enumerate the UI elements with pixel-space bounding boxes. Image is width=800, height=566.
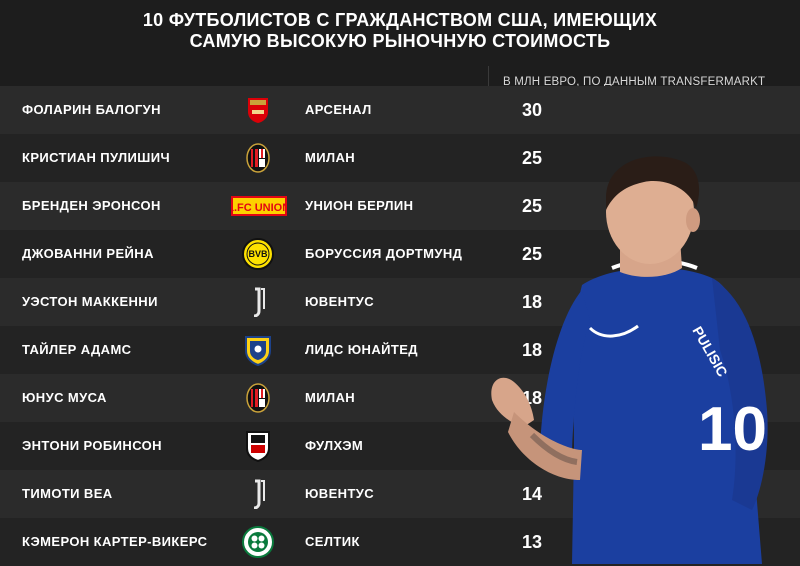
dortmund-crest-icon: BVB bbox=[241, 238, 275, 270]
table-row: ФОЛАРИН БАЛОГУН АРСЕНАЛ 30 bbox=[0, 86, 800, 134]
player-name: ЭНТОНИ РОБИНСОН bbox=[22, 438, 162, 453]
title-line-1: 10 ФУТБОЛИСТОВ С ГРАЖДАНСТВОМ США, ИМЕЮЩ… bbox=[142, 10, 658, 30]
player-name: ЮНУС МУСА bbox=[22, 390, 107, 405]
player-name: КЭМЕРОН КАРТЕР-ВИКЕРС bbox=[22, 534, 208, 549]
club-name: БОРУССИЯ ДОРТМУНД bbox=[305, 246, 463, 261]
club-name: ФУЛХЭМ bbox=[305, 438, 364, 453]
fulham-crest-icon bbox=[241, 431, 275, 462]
celtic-crest-icon bbox=[241, 526, 275, 558]
arsenal-crest-icon bbox=[241, 95, 275, 125]
jersey-number: 10 bbox=[698, 395, 767, 464]
title-line-2: САМУЮ ВЫСОКУЮ РЫНОЧНУЮ СТОИМОСТЬ bbox=[189, 31, 611, 51]
player-name: ТАЙЛЕР АДАМС bbox=[22, 342, 132, 357]
market-value: 25 bbox=[521, 196, 543, 216]
player-name: БРЕНДЕН ЭРОНСОН bbox=[22, 198, 161, 213]
union-berlin-logo-text: 1.FC UNION bbox=[231, 202, 287, 214]
club-name: СЕЛТИК bbox=[305, 534, 360, 549]
unit-note: В МЛН ЕВРО, ПО ДАННЫМ TRANSFERMARKT bbox=[503, 76, 766, 88]
club-name: АРСЕНАЛ bbox=[305, 102, 372, 117]
market-value: 18 bbox=[521, 292, 543, 312]
infographic-title: 10 ФУТБОЛИСТОВ С ГРАЖДАНСТВОМ США, ИМЕЮЩ… bbox=[0, 10, 800, 52]
market-value: 13 bbox=[521, 532, 543, 552]
club-name: ЛИДС ЮНАЙТЕД bbox=[305, 342, 418, 357]
club-name: ЮВЕНТУС bbox=[305, 294, 375, 309]
juventus-crest-icon bbox=[241, 479, 275, 509]
market-value: 25 bbox=[521, 148, 543, 168]
union-berlin-crest-icon: 1.FC UNION bbox=[231, 191, 287, 221]
player-photo: 10 PULISIC bbox=[491, 156, 768, 564]
player-name: УЭСТОН МАККЕННИ bbox=[22, 294, 158, 309]
leeds-crest-icon bbox=[241, 335, 275, 366]
player-name: КРИСТИАН ПУЛИШИЧ bbox=[22, 150, 171, 165]
juventus-crest-icon bbox=[241, 287, 275, 317]
milan-crest-icon bbox=[241, 383, 275, 413]
player-name: ТИМОТИ ВЕА bbox=[22, 486, 113, 501]
club-name: УНИОН БЕРЛИН bbox=[305, 198, 414, 213]
milan-crest-icon bbox=[241, 143, 275, 173]
player-name: ФОЛАРИН БАЛОГУН bbox=[22, 102, 161, 117]
club-name: ЮВЕНТУС bbox=[305, 486, 375, 501]
player-name: ДЖОВАННИ РЕЙНА bbox=[22, 246, 154, 261]
club-name: МИЛАН bbox=[305, 150, 356, 165]
market-value: 18 bbox=[521, 340, 543, 360]
market-value: 25 bbox=[521, 244, 543, 264]
dortmund-logo-text: BVB bbox=[248, 249, 268, 259]
market-value: 14 bbox=[521, 484, 543, 504]
market-value: 30 bbox=[521, 100, 543, 120]
club-name: МИЛАН bbox=[305, 390, 356, 405]
